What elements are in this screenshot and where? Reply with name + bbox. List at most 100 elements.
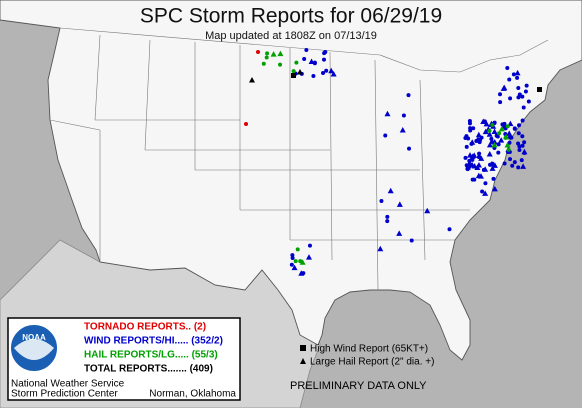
report-marker [291, 73, 296, 78]
report-marker [385, 219, 390, 224]
report-marker [537, 87, 542, 92]
report-marker [295, 247, 300, 252]
state-borders [49, 27, 549, 291]
report-marker [477, 151, 482, 156]
report-marker [399, 126, 406, 133]
report-marker [488, 162, 493, 167]
report-marker [330, 70, 337, 77]
report-marker [290, 253, 295, 258]
report-marker [526, 99, 531, 104]
key-wind: High Wind Report (65KT+) [310, 344, 428, 355]
report-marker [507, 140, 512, 145]
report-marker [407, 146, 412, 151]
report-marker [512, 160, 517, 165]
report-marker [511, 72, 516, 77]
report-marker [307, 243, 312, 248]
noaa-logo-text: NOAA [22, 333, 46, 342]
report-marker [304, 48, 309, 53]
report-marker [520, 134, 525, 139]
report-marker [517, 147, 522, 152]
report-marker [469, 141, 474, 146]
report-marker [475, 131, 482, 138]
report-marker [496, 150, 501, 155]
report-marker [522, 150, 527, 155]
report-marker [294, 60, 299, 65]
report-marker [467, 158, 472, 163]
report-marker [476, 137, 481, 142]
north-america-land [0, 0, 582, 361]
report-marker [447, 227, 452, 232]
report-marker [479, 135, 484, 140]
wind-legend: WIND REPORTS/HI..... (352/2) [84, 336, 223, 347]
office-line1: National Weather Service [11, 379, 125, 390]
report-marker [505, 124, 510, 129]
report-marker [521, 105, 526, 110]
report-marker [491, 128, 498, 134]
report-marker [385, 214, 390, 219]
map-subtitle: Map updated at 1808Z on 07/13/19 [205, 30, 377, 42]
report-marker [328, 67, 335, 74]
report-marker [490, 122, 495, 127]
report-marker [270, 51, 277, 57]
report-marker [506, 130, 513, 136]
report-marker [384, 110, 391, 117]
report-marker [291, 264, 298, 271]
report-marker [387, 187, 394, 194]
report-marker [264, 55, 269, 60]
office-city: Norman, Oklahoma [149, 389, 236, 400]
report-marker [490, 139, 495, 144]
report-marker [470, 177, 475, 182]
report-marker [478, 155, 485, 161]
report-marker [482, 128, 489, 135]
report-marker [491, 176, 496, 181]
report-marker [489, 136, 494, 141]
report-marker [468, 128, 473, 133]
noaa-wave [14, 339, 54, 360]
report-marker [491, 185, 498, 192]
report-marker [463, 155, 468, 160]
report-marker [500, 122, 505, 127]
report-marker [265, 51, 270, 56]
report-marker [466, 136, 471, 141]
report-marker [503, 135, 508, 140]
report-marker [396, 201, 403, 207]
report-marker [401, 113, 406, 118]
report-marker [486, 131, 493, 137]
report-marker [396, 230, 403, 236]
report-marker [301, 271, 306, 276]
report-marker [501, 84, 508, 91]
report-marker [504, 142, 511, 148]
key-wind-icon [300, 345, 306, 351]
report-marker [517, 123, 522, 128]
report-marker [502, 161, 507, 166]
office-line2: Storm Prediction Center [11, 389, 118, 400]
report-marker [480, 189, 485, 194]
report-marker [487, 128, 492, 133]
report-marker [302, 57, 307, 62]
report-marker [491, 141, 498, 148]
report-marker [496, 142, 501, 147]
report-marker [506, 147, 511, 152]
report-marker [520, 118, 525, 123]
report-marker [508, 157, 513, 162]
report-marker [505, 66, 510, 71]
report-marker [516, 86, 521, 91]
report-marker [475, 172, 482, 179]
report-marker [498, 137, 505, 143]
report-marker [515, 75, 520, 80]
report-marker [471, 126, 476, 131]
report-marker [489, 165, 496, 171]
report-marker [482, 190, 489, 196]
report-marker [278, 62, 283, 67]
report-marker [486, 151, 493, 157]
report-marker [520, 143, 525, 148]
report-marker [482, 166, 489, 172]
report-marker [291, 69, 296, 74]
report-marker [311, 73, 316, 78]
report-marker [519, 158, 524, 163]
tornado-legend: TORNADO REPORTS.. (2) [84, 322, 206, 333]
report-marker [494, 133, 499, 138]
report-marker [514, 69, 521, 76]
report-marker [517, 144, 522, 149]
report-marker [323, 50, 328, 55]
